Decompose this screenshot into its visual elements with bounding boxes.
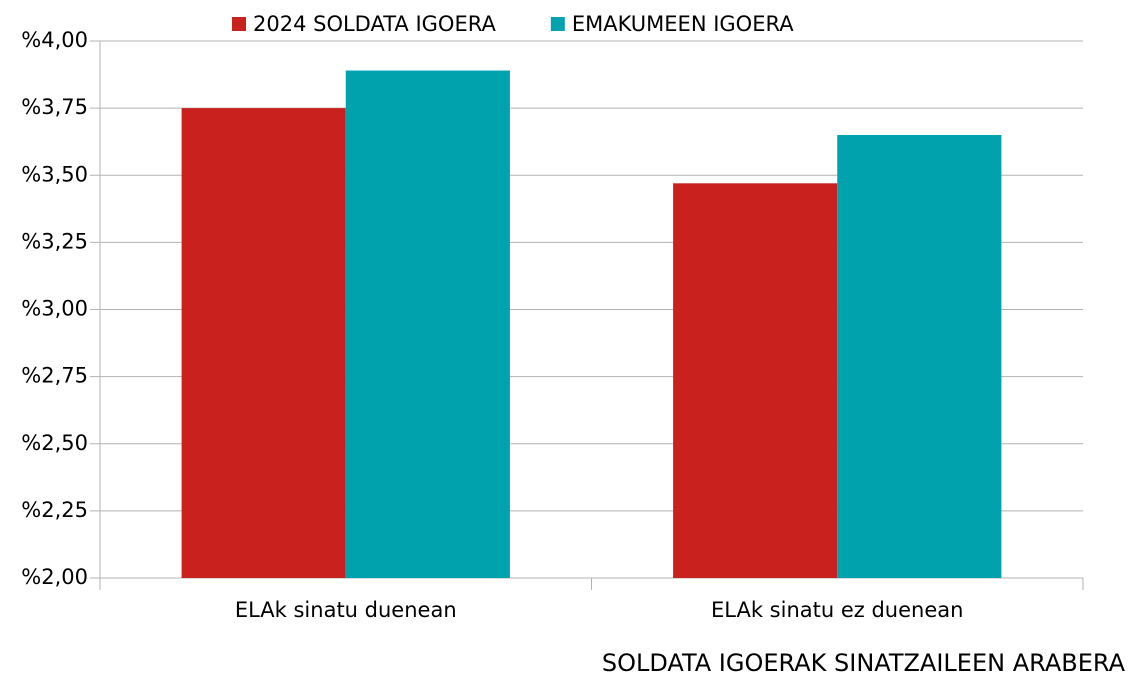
y-tick-label: %3,50 [21, 162, 88, 186]
legend-label: 2024 SOLDATA IGOERA [253, 12, 496, 36]
legend-swatch [550, 17, 565, 31]
y-tick-label: %2,00 [21, 565, 88, 589]
y-tick-label: %2,25 [21, 498, 88, 522]
bar [837, 134, 1002, 578]
bar [181, 108, 346, 578]
y-tick-label: %2,50 [21, 431, 88, 455]
legend-swatch [232, 17, 246, 31]
chart-title: SOLDATA IGOERAK SINATZAILEEN ARABERA [602, 649, 1126, 675]
bar [673, 183, 838, 578]
x-tick-label: ELAk sinatu ez duenean [711, 598, 963, 622]
x-tick-label: ELAk sinatu duenean [235, 598, 457, 622]
y-tick-label: %3,75 [21, 95, 88, 119]
legend-label: EMAKUMEEN IGOERA [572, 12, 794, 36]
y-tick-label: %4,00 [21, 28, 88, 52]
y-tick-label: %2,75 [21, 364, 88, 388]
y-tick-label: %3,00 [21, 297, 88, 321]
y-tick-label: %3,25 [21, 229, 88, 253]
bar [345, 70, 510, 578]
